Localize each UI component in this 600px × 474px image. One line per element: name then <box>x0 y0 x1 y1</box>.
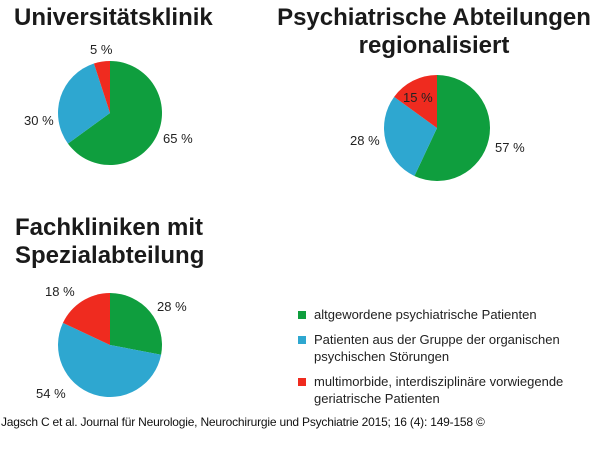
chart2-label-blue: 28 % <box>350 133 380 148</box>
legend-label: Patienten aus der Gruppe der organischen… <box>314 332 560 364</box>
legend-item-green: altgewordene psychiatrische Patienten <box>298 306 598 323</box>
chart2-title: Psychiatrische Abteilungen regionalisier… <box>268 4 600 60</box>
chart2-title-line1: Psychiatrische Abteilungen <box>277 4 591 31</box>
pie-slice <box>67 61 162 166</box>
pie-slice <box>110 293 162 355</box>
chart3-label-green: 28 % <box>157 299 187 314</box>
chart2-label-red: 15 % <box>403 90 433 105</box>
pie-slice <box>394 75 437 128</box>
chart3-title-line1: Fachkliniken mit <box>15 214 204 241</box>
legend-label: multimorbide, interdisziplinäre vorwiege… <box>314 374 564 406</box>
chart1-label-red: 5 % <box>90 42 113 57</box>
legend-item-red: multimorbide, interdisziplinäre vorwiege… <box>298 373 600 407</box>
pie-slice <box>384 96 437 176</box>
chart2-label-green: 57 % <box>495 140 525 155</box>
legend-swatch-green <box>298 311 306 319</box>
chart2-title-line2: regionalisiert <box>358 32 510 59</box>
chart3-title-line2: Spezialabteilung <box>15 242 205 269</box>
chart3-title: Fachkliniken mit Spezialabteilung <box>15 214 204 270</box>
legend-swatch-red <box>298 378 306 386</box>
legend: altgewordene psychiatrische Patienten Pa… <box>298 306 598 415</box>
pie-slice <box>57 63 110 144</box>
legend-label: altgewordene psychiatrische Patienten <box>314 307 537 322</box>
pie-slice <box>414 75 491 181</box>
pie-slice <box>58 322 162 397</box>
legend-item-blue: Patienten aus der Gruppe der organischen… <box>298 331 600 365</box>
chart1-label-blue: 30 % <box>24 113 54 128</box>
citation: Jagsch C et al. Journal für Neurologie, … <box>1 415 485 429</box>
pie-slice <box>62 293 110 345</box>
legend-swatch-blue <box>298 336 306 344</box>
pie-slice <box>93 61 110 113</box>
chart3-label-blue: 54 % <box>36 386 66 401</box>
chart1-title: Universitätsklinik <box>14 4 213 31</box>
chart3-label-red: 18 % <box>45 284 75 299</box>
chart1-label-green: 65 % <box>163 131 193 146</box>
